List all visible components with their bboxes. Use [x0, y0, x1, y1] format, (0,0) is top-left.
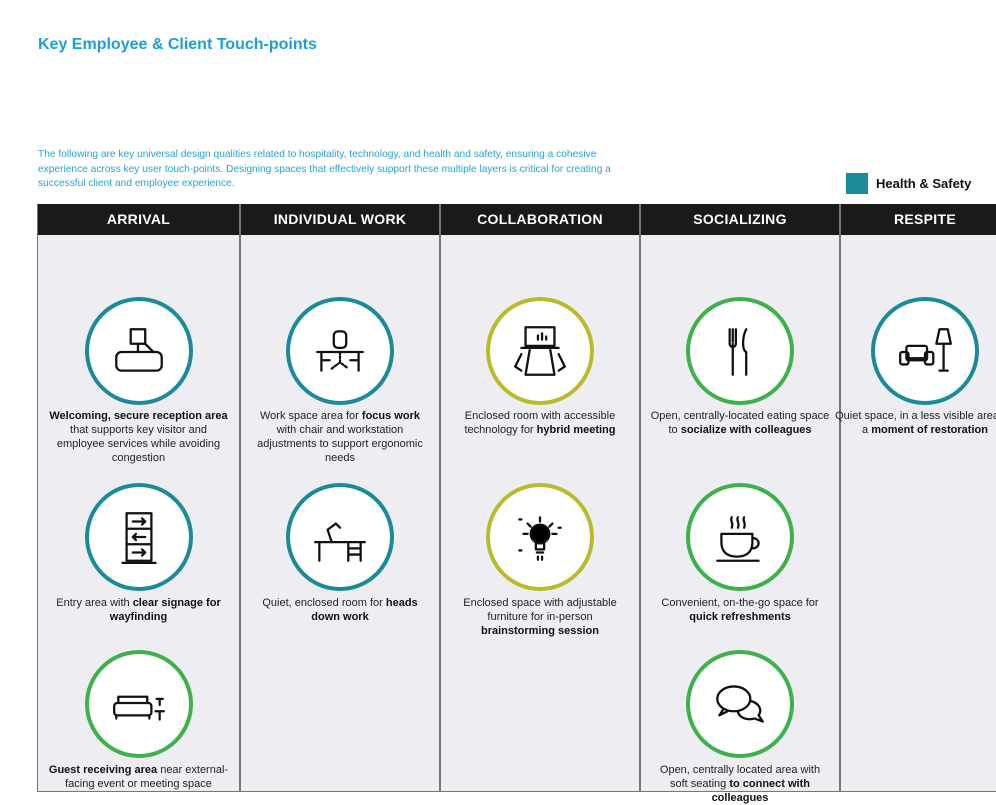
lightbulb-icon: [518, 516, 562, 561]
reception-desk-icon: [114, 328, 163, 372]
icon-circle: [686, 297, 794, 405]
armchair-lamp-icon: [899, 328, 952, 372]
touchpoint-description: Quiet, enclosed room for heads down work: [250, 596, 430, 624]
column-header: SOCIALIZING: [641, 204, 839, 235]
description-text: Quiet, enclosed room for: [262, 597, 386, 609]
wayfinding-sign-icon: [120, 512, 157, 564]
column-respite: RESPITE Quiet space, in a less visible a…: [835, 204, 996, 792]
column-socializing: SOCIALIZING Open, centrally-located eati…: [640, 204, 840, 804]
sofa-icon: [112, 695, 165, 721]
icon-circle: [84, 650, 193, 758]
description-text: Quiet space, in a less visible area for …: [835, 410, 996, 436]
touchpoint-description: Open, centrally located area with soft s…: [650, 763, 830, 805]
icon-circle: [686, 650, 794, 758]
description-text: with chair and workstation adjustments t…: [257, 424, 423, 464]
description-text: Entry area with: [56, 597, 133, 609]
description-text: Open, centrally-located eating space to: [650, 410, 830, 436]
description-bold-text: Guest receiving area: [48, 764, 158, 776]
description-bold-text: Welcoming, secure reception area: [49, 410, 228, 422]
touchpoint-description: Quiet space, in a less visible area for …: [835, 409, 996, 437]
icon-circle: [286, 483, 394, 591]
intro-text: The following are key universal design q…: [38, 149, 611, 189]
touchpoint-description: Work space area for focus work with chai…: [250, 409, 430, 465]
column-arrival: ARRIVAL Welcoming, secure reception area…: [37, 204, 240, 792]
icon-circle: [486, 483, 594, 591]
description-text: Enclosed room with accessible technology…: [464, 410, 616, 436]
description-bold-text: clear signage for wayfinding: [109, 597, 221, 623]
touchpoint-description: Convenient, on-the-go space for quick re…: [650, 596, 830, 624]
icon-circle: [84, 483, 193, 591]
description-bold-text: brainstorming session: [481, 625, 599, 637]
description-text: Work space area for: [260, 410, 362, 422]
touchpoint-description: Entry area with clear signage for wayfin…: [49, 596, 229, 624]
column-header: INDIVIDUAL WORK: [241, 204, 439, 235]
description-text: Enclosed space with adjustable furniture…: [463, 597, 617, 623]
description-bold-text: socialize with colleagues: [680, 424, 812, 436]
description-bold-text: heads down work: [311, 597, 418, 623]
icon-circle: [686, 483, 794, 591]
fork-knife-icon: [728, 328, 748, 376]
touchpoint-description: Enclosed space with adjustable furniture…: [450, 596, 630, 638]
description-bold-text: quick refreshments: [689, 611, 791, 623]
column-header: COLLABORATION: [441, 204, 639, 235]
meeting-table-screen-icon: [514, 326, 566, 376]
column-header: ARRIVAL: [38, 204, 239, 235]
description-text: near external-facing event or meeting sp…: [65, 764, 229, 790]
touchpoint-description: Welcoming, secure reception area that su…: [49, 409, 229, 465]
desk-lamp-icon: [314, 522, 366, 562]
coffee-cup-icon: [716, 516, 760, 562]
description-text: that supports key visitor and employee s…: [56, 424, 221, 464]
desk-chair-icon: [316, 330, 364, 372]
page-title: Key Employee & Client Touch-points: [38, 36, 317, 53]
description-text: Convenient, on-the-go space for: [661, 597, 819, 609]
column-collaboration: COLLABORATION Enclosed room with accessi…: [440, 204, 640, 792]
legend-swatch: [846, 173, 868, 194]
touchpoint-description: Open, centrally-located eating space to …: [650, 409, 830, 437]
description-bold-text: moment of restoration: [871, 424, 988, 436]
icon-circle: [286, 297, 394, 405]
touchpoint-description: Enclosed room with accessible technology…: [450, 409, 630, 437]
description-bold-text: focus work: [361, 410, 420, 422]
legend: Health & Safety: [846, 173, 971, 194]
legend-label: Health & Safety: [876, 176, 972, 191]
chat-bubbles-icon: [716, 685, 764, 723]
icon-circle: [486, 297, 594, 405]
column-individual-work: INDIVIDUAL WORK Work space area for focu…: [240, 204, 440, 792]
icon-circle: [871, 297, 979, 405]
description-bold-text: hybrid meeting: [536, 424, 616, 436]
icon-circle: [84, 297, 193, 405]
touchpoint-description: Guest receiving area near external-facin…: [49, 763, 229, 791]
description-text: Open, centrally located area with soft s…: [659, 764, 821, 790]
column-header: RESPITE: [841, 204, 996, 235]
